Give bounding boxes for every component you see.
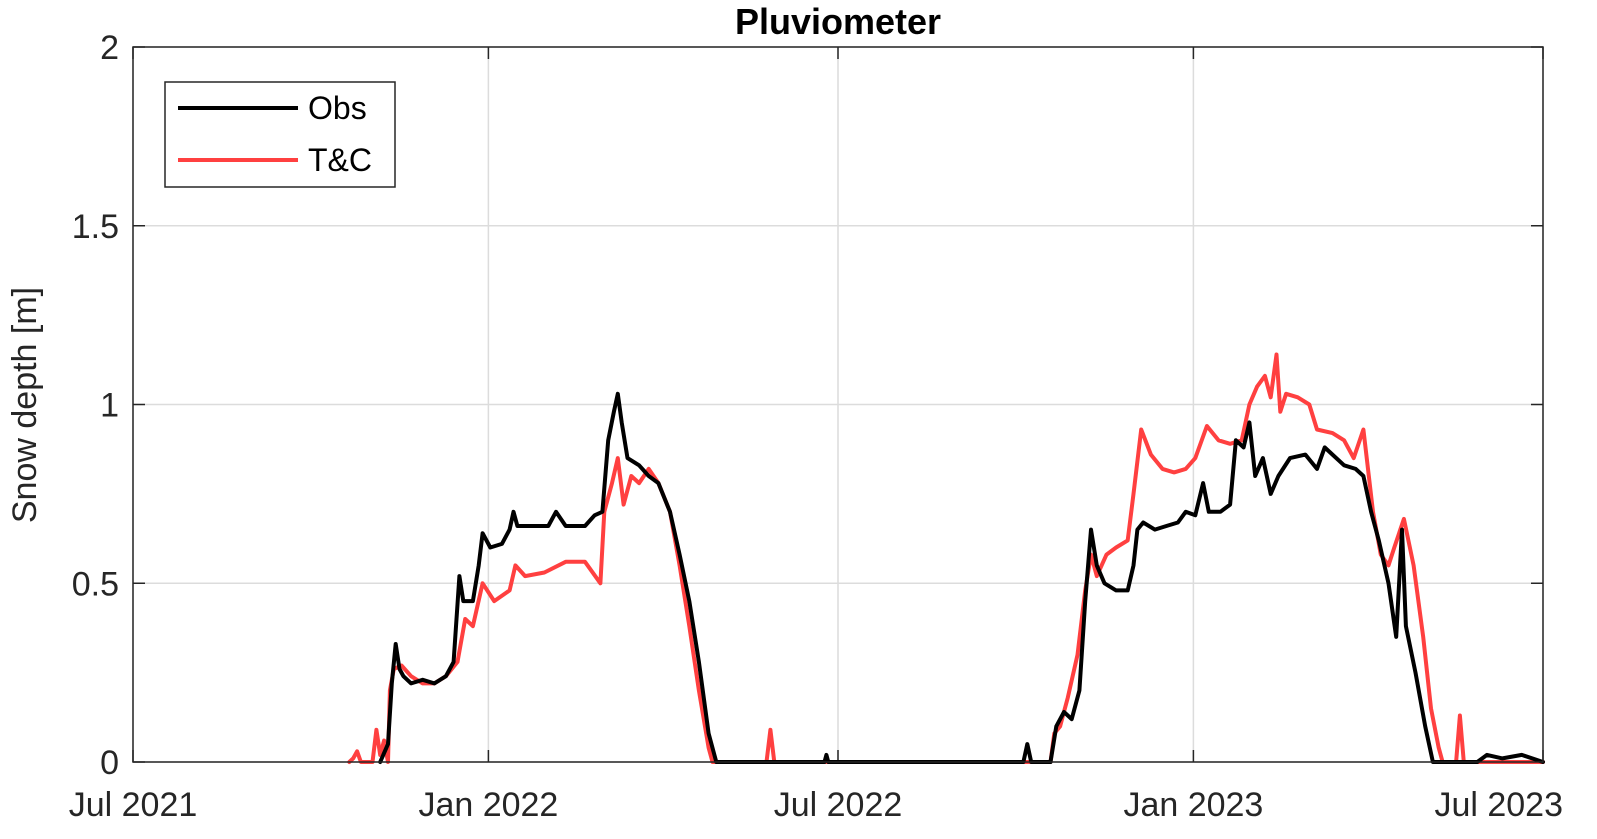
x-tick-label: Jul 2021 <box>69 786 198 824</box>
y-tick-label: 2 <box>100 29 119 67</box>
legend-label-obs: Obs <box>308 90 367 126</box>
series-line-tc <box>347 352 1545 764</box>
x-tick-label: Jul 2023 <box>1434 786 1563 824</box>
series-line-obs <box>378 391 1545 764</box>
x-tick-label: Jul 2022 <box>774 786 903 824</box>
legend-label-tc: T&C <box>308 142 372 178</box>
x-axis-ticks: Jul 2021 Jan 2022 Jul 2022 Jan 2023 Jul 2023 <box>69 47 1563 824</box>
legend: Obs T&C <box>164 81 396 188</box>
y-tick-label: 0.5 <box>72 565 119 603</box>
y-tick-label: 1 <box>100 387 119 425</box>
y-tick-label: 0 <box>100 744 119 782</box>
chart-title: Pluviometer <box>735 1 941 42</box>
y-axis-label: Snow depth [m] <box>6 287 44 523</box>
y-axis-ticks: 0 0.5 1 1.5 2 <box>72 29 1543 782</box>
plot-frame <box>132 46 1544 763</box>
series-group <box>347 352 1545 764</box>
x-tick-label: Jan 2023 <box>1123 786 1263 824</box>
x-tick-label: Jan 2022 <box>418 786 558 824</box>
legend-box <box>164 81 396 188</box>
y-tick-label: 1.5 <box>72 208 119 246</box>
